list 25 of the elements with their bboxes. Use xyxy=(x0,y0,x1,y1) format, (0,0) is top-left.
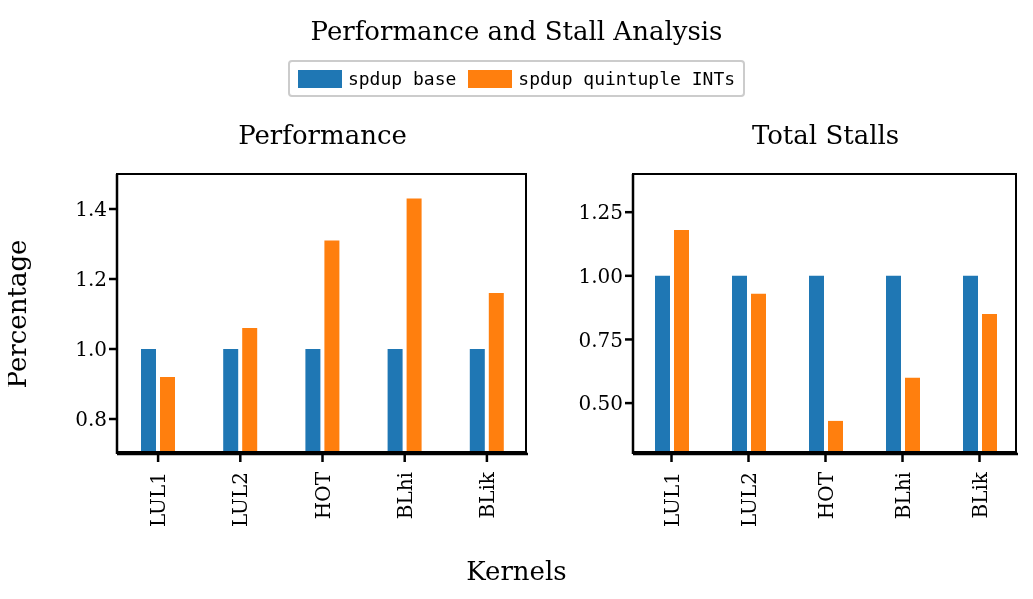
y-tick-label: 0.50 xyxy=(578,391,623,416)
x-axis-title: Kernels xyxy=(465,556,568,586)
y-tick-label: 1.2 xyxy=(75,267,107,292)
x-tick-label: LUL2 xyxy=(736,472,761,528)
y-tick-label: 0.75 xyxy=(578,327,623,352)
x-tick-label: BLik xyxy=(474,471,499,519)
y-tick-label: 0.8 xyxy=(75,407,107,432)
x-tick-label: BLik xyxy=(967,471,992,519)
y-axis-title: Percentage xyxy=(2,239,33,389)
x-tick-label: HOT xyxy=(310,471,335,520)
x-tick-label: BLhi xyxy=(392,472,417,520)
y-tick-label: 1.00 xyxy=(578,263,623,288)
y-tick-label: 1.0 xyxy=(75,337,107,362)
x-tick-label: BLhi xyxy=(890,472,915,520)
x-tick-label: LUL1 xyxy=(146,472,171,528)
x-tick-label: HOT xyxy=(813,471,838,520)
legend-label: spdup base xyxy=(347,68,457,89)
chart-title: Performance xyxy=(237,120,408,150)
legend-label: spdup quintuple INTs xyxy=(518,68,736,89)
y-tick-label: 1.25 xyxy=(578,200,623,225)
text: Performance and Stall Analysis xyxy=(309,16,724,46)
x-tick-label: LUL2 xyxy=(228,472,253,528)
y-tick-label: 1.4 xyxy=(75,197,107,222)
x-tick-label: LUL1 xyxy=(659,472,684,528)
chart-title: Total Stalls xyxy=(750,120,901,150)
